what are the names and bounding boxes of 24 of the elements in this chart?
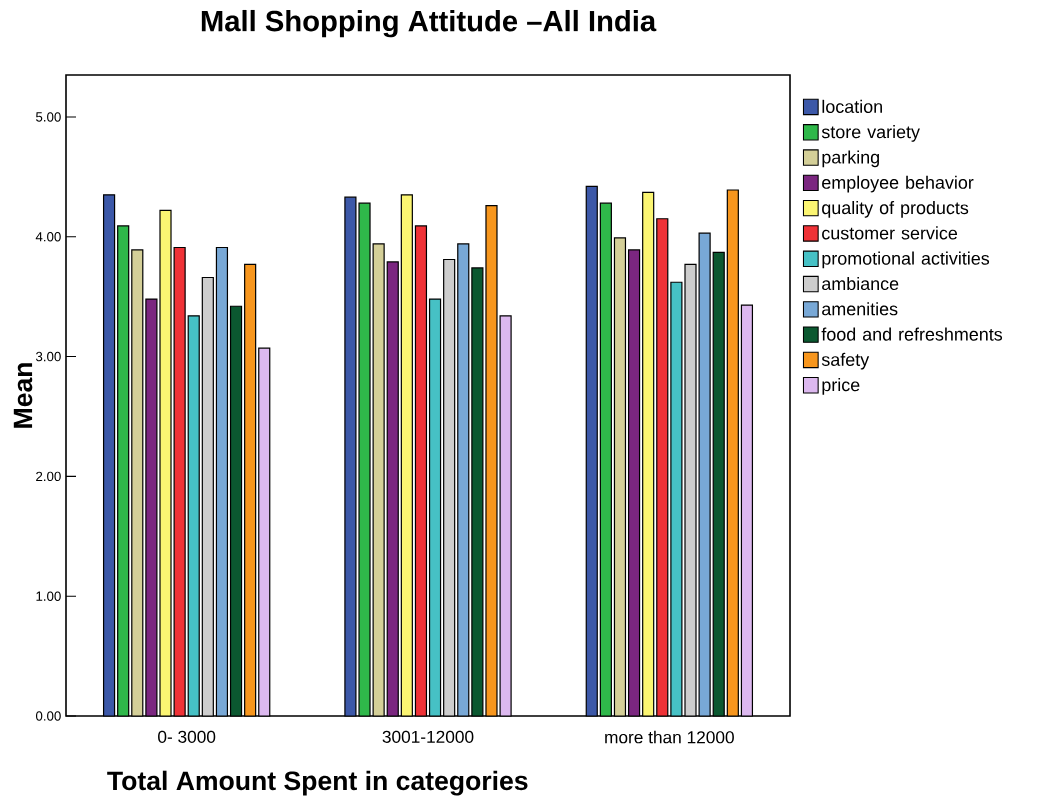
legend-label: parking <box>822 150 879 168</box>
x-tick-label: more than 12000 <box>605 730 734 744</box>
chart-title: Mall Shopping Attitude –All India <box>201 9 657 38</box>
legend-label: food and refreshments <box>821 327 1003 341</box>
legend-label: ambiance <box>822 276 899 291</box>
y-tick-label: 4.00 <box>35 232 61 242</box>
legend-label: customer service <box>822 226 958 240</box>
legend-label: price <box>822 378 860 395</box>
x-tick-label: 0- 3000 <box>158 730 216 743</box>
legend-label: safety <box>821 352 870 370</box>
x-axis-title: Total Amount Spent in categories <box>107 770 528 796</box>
legend-label: promotional activities <box>822 251 990 269</box>
x-tick-label: 3001-12000 <box>382 730 474 743</box>
legend-label: store variety <box>821 125 920 142</box>
y-tick-label: 2.00 <box>36 471 61 482</box>
legend-label: amenities <box>822 302 898 316</box>
y-tick-label: 5.00 <box>35 112 61 122</box>
y-tick-label: 3.00 <box>35 351 61 362</box>
legend-label: quality of products <box>822 201 969 218</box>
legend-label: employee behavior <box>822 175 974 193</box>
y-tick-label: 0.00 <box>35 711 61 721</box>
y-tick-label: 1.00 <box>36 591 61 601</box>
legend-label: location <box>822 99 882 113</box>
y-axis-title: Mean <box>13 363 33 428</box>
